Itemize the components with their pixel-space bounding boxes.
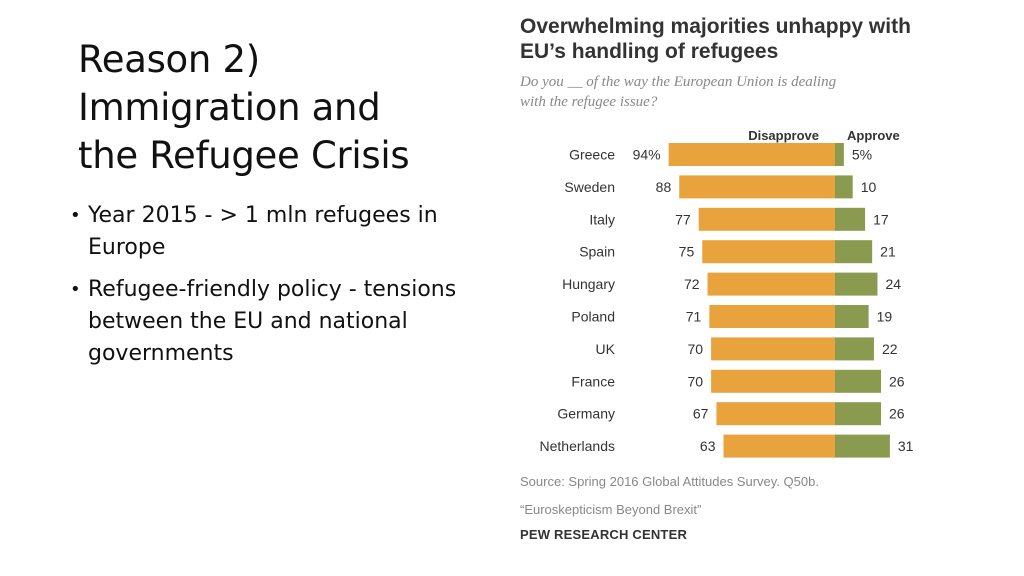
data-label-disapprove: 77 [675,211,691,227]
data-label-disapprove: 70 [688,341,704,357]
slide-title: Reason 2) Immigration and the Refugee Cr… [78,38,410,177]
bullet-dot-icon: • [70,205,81,226]
bar-disapprove [679,175,835,199]
data-label-approve: 19 [877,309,893,325]
bar-approve [835,175,853,199]
bar-approve [835,369,882,393]
data-label-approve: 22 [882,341,898,357]
data-label-disapprove: 88 [656,179,672,195]
bar-approve [835,272,878,296]
chart-title: Overwhelming majorities unhappy with EU’… [520,15,911,63]
chart-plot: Disapprove Approve Greece 94% 5% Sweden 88 10 It… [540,128,914,458]
data-label-disapprove: 67 [693,406,709,422]
bar-approve [835,207,866,231]
bullet-text: Year 2015 - > 1 mln refugees in Europe [88,203,438,260]
data-label-approve: 26 [889,373,905,389]
bar-disapprove [723,434,835,458]
bar-approve [835,434,890,458]
bullet-item: • Refugee-friendly policy - tensions betw… [70,274,470,370]
bar-approve [835,337,874,361]
data-label-disapprove: 94% [633,147,661,163]
bar-approve [835,305,869,328]
bullet-item: • Year 2015 - > 1 mln refugees in Europe [70,200,470,264]
category-label: Netherlands [540,438,616,454]
category-label: Poland [571,309,615,325]
data-label-disapprove: 72 [684,276,700,292]
bullet-list: • Year 2015 - > 1 mln refugees in Europe … [70,200,470,380]
bar-approve [835,143,844,166]
chart-subtitle: Do you __ of the way the European Union … [520,74,837,110]
bar-disapprove [711,337,835,361]
bar-disapprove [711,369,835,393]
category-label: Italy [589,211,615,227]
bullet-text: Refugee-friendly policy - tensions betwe… [88,277,457,366]
data-label-disapprove: 70 [688,373,704,389]
data-label-approve: 31 [898,438,914,454]
chart-panel: Overwhelming majorities unhappy with EU’… [514,10,934,560]
data-label-disapprove: 63 [700,438,716,454]
data-label-disapprove: 75 [679,244,695,260]
bar-approve [835,402,882,426]
data-label-approve: 10 [861,179,877,195]
category-label: Spain [579,244,615,260]
bar-disapprove [698,207,835,231]
data-label-approve: 17 [873,211,889,227]
data-label-approve: 26 [889,406,905,422]
chart-report-title: “Euroskepticism Beyond Brexit” [520,502,702,517]
bar-disapprove [668,143,835,166]
bar-approve [835,240,873,264]
bar-disapprove [702,240,835,264]
category-label: France [571,373,615,389]
category-label: Germany [557,406,615,422]
category-label: Hungary [562,276,615,292]
category-label: Greece [569,147,615,163]
bullet-dot-icon: • [70,279,81,300]
category-label: UK [596,341,616,357]
bar-disapprove [709,305,835,328]
bar-disapprove [707,272,835,296]
data-label-disapprove: 71 [686,309,702,325]
category-label: Sweden [564,179,615,195]
bar-disapprove [716,402,835,426]
data-label-approve: 21 [880,244,896,260]
data-label-approve: 5% [852,147,872,163]
chart-source: Source: Spring 2016 Global Attitudes Sur… [520,474,819,489]
data-label-approve: 24 [885,276,901,292]
legend-approve: Approve [847,128,900,143]
legend-disapprove: Disapprove [748,128,819,143]
brand-name: PEW RESEARCH CENTER [520,527,688,542]
